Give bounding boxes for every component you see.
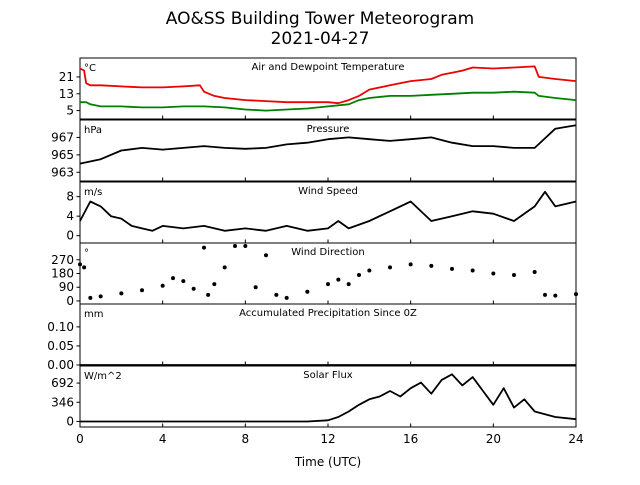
panel-unit-label: W/m^2: [84, 371, 122, 382]
data-point: [274, 292, 279, 297]
panel-temp: 5 13 21 °C Air and Dewpoint Temperature: [59, 57, 577, 120]
panel-unit-label: hPa: [84, 125, 102, 136]
y-tick-label: 0.00: [47, 358, 74, 372]
data-point: [82, 265, 87, 270]
y-tick-label: 4: [66, 209, 74, 223]
data-point: [202, 245, 206, 250]
series-line-1: [80, 90, 577, 112]
data-point: [264, 253, 268, 258]
y-tick-label: 965: [51, 148, 74, 162]
x-axis-label: Time (UTC): [294, 455, 361, 469]
panel-title: Accumulated Precipitation Since 0Z: [239, 308, 417, 319]
data-point: [491, 271, 496, 276]
panel-title: Wind Direction: [291, 247, 365, 258]
series-line-0: [79, 190, 577, 232]
data-point: [206, 292, 211, 297]
data-point: [574, 292, 578, 297]
data-point: [305, 289, 310, 294]
data-point: [408, 262, 413, 267]
chart-title-line1: AO&SS Building Tower Meteorogram: [166, 9, 474, 29]
data-point: [222, 265, 227, 270]
y-tick-label: 180: [51, 267, 74, 281]
x-tick-label: 0: [76, 432, 84, 446]
data-point: [160, 283, 165, 288]
data-point: [119, 291, 124, 296]
y-tick-label: 0: [66, 294, 74, 308]
data-point: [233, 244, 237, 249]
y-tick-label: 0.10: [47, 320, 74, 334]
data-point: [532, 269, 537, 274]
data-point: [284, 295, 289, 300]
data-point: [357, 273, 361, 278]
data-point: [512, 273, 516, 278]
x-tick-label: 4: [159, 432, 167, 446]
series-line-0: [80, 373, 577, 423]
data-point: [543, 292, 547, 297]
data-point: [140, 288, 144, 293]
panel-unit-label: m/s: [84, 187, 102, 198]
series-line-0: [79, 65, 577, 105]
panel-unit-label: °: [84, 248, 89, 259]
data-point: [326, 282, 330, 287]
panel-wind_speed: 0 4 8 m/s Wind Speed: [66, 181, 577, 244]
data-point: [388, 265, 392, 270]
y-tick-label: 963: [51, 165, 74, 179]
panel-title: Pressure: [307, 124, 350, 135]
data-point: [336, 277, 341, 282]
y-tick-label: 21: [59, 70, 74, 84]
data-point: [367, 268, 372, 273]
y-tick-label: 967: [51, 130, 74, 144]
data-point: [191, 286, 196, 291]
data-point: [470, 268, 475, 273]
panel-solar: 0 346 692 W/m^2 Solar Flux 0 4 8 12 16 20 24: [51, 365, 584, 446]
panel-title: Air and Dewpoint Temperature: [252, 62, 405, 73]
y-tick-label: 13: [59, 87, 74, 101]
data-point: [181, 279, 186, 284]
y-tick-label: 270: [51, 253, 74, 267]
y-tick-label: 0: [66, 414, 74, 428]
x-tick-label: 24: [568, 432, 583, 446]
panel-precip: 0.00 0.05 0.10 mm Accumulated Precipitation …: [47, 303, 577, 372]
data-point: [429, 263, 434, 268]
data-point: [212, 282, 217, 287]
panel-unit-label: mm: [84, 309, 103, 320]
data-point: [98, 294, 103, 299]
data-point: [88, 295, 93, 300]
panel-title: Wind Speed: [298, 186, 358, 197]
data-point: [171, 276, 175, 281]
data-point: [253, 285, 258, 290]
data-point: [78, 262, 82, 267]
x-tick-label: 8: [242, 432, 250, 446]
chart-title-line2: 2021-04-27: [271, 29, 370, 49]
series-line-0: [79, 124, 577, 165]
data-point: [243, 244, 248, 249]
panel-unit-label: °C: [84, 63, 96, 74]
y-tick-label: 346: [51, 395, 74, 409]
x-tick-label: 16: [403, 432, 418, 446]
x-tick-label: 12: [320, 432, 335, 446]
y-tick-label: 8: [66, 190, 74, 204]
panel-pressure: 963 965 967 hPa Pressure: [51, 119, 577, 182]
data-point: [553, 293, 558, 298]
y-tick-label: 692: [51, 376, 74, 390]
y-tick-label: 0.05: [47, 339, 74, 353]
panel-title: Solar Flux: [303, 370, 353, 381]
y-tick-label: 5: [66, 104, 74, 118]
y-tick-label: 90: [59, 280, 74, 294]
y-tick-label: 0: [66, 229, 74, 243]
x-tick-label: 20: [486, 432, 501, 446]
data-point: [346, 282, 351, 287]
data-point: [450, 266, 454, 271]
